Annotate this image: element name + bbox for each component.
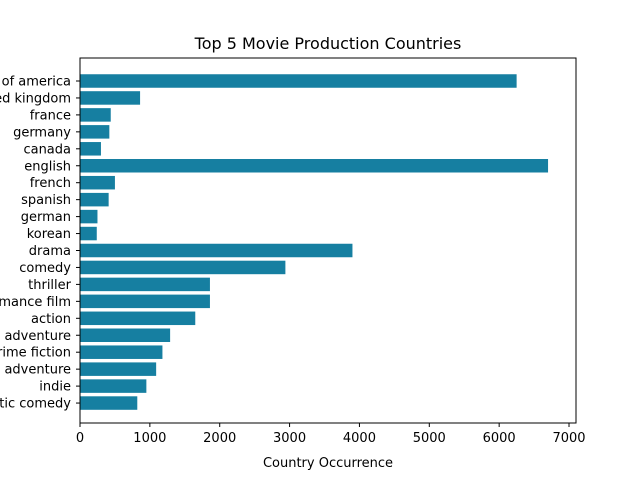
bar xyxy=(80,74,517,88)
y-tick-label: germany xyxy=(13,125,71,140)
bar xyxy=(80,396,138,410)
x-tick-label: 4000 xyxy=(343,431,376,446)
x-tick-label: 3000 xyxy=(273,431,306,446)
y-tick-label: thriller xyxy=(28,278,72,293)
y-tick-label: adventure xyxy=(4,329,71,344)
y-tick-label: france xyxy=(30,108,71,123)
bar xyxy=(80,91,141,105)
x-axis: 0 1000 2000 3000 4000 5000 6000 7000 xyxy=(76,423,586,446)
y-tick-label: indie xyxy=(39,380,71,395)
bar xyxy=(80,226,97,241)
x-tick-label: 1000 xyxy=(133,431,166,446)
y-tick-label: drama xyxy=(29,244,71,259)
bar xyxy=(80,328,171,342)
bar xyxy=(80,362,157,376)
bar xyxy=(80,294,210,309)
bar xyxy=(80,209,98,224)
y-tick-label: canada xyxy=(23,142,71,157)
bar xyxy=(80,260,286,275)
bar xyxy=(80,108,111,122)
bar xyxy=(80,243,353,258)
y-tick-label: crime fiction xyxy=(0,346,71,361)
bar xyxy=(80,142,101,156)
x-axis-label: Country Occurrence xyxy=(263,456,393,471)
bar xyxy=(80,159,549,173)
bar xyxy=(80,175,115,190)
bar xyxy=(80,379,147,393)
y-tick-label: korean xyxy=(27,227,71,242)
bar xyxy=(80,125,110,139)
bar xyxy=(80,192,109,207)
bar xyxy=(80,277,210,292)
y-tick-label: action xyxy=(31,312,71,327)
y-axis: united states of americaunited kingdom fr… xyxy=(0,75,80,412)
y-tick-label: romantic comedy xyxy=(0,397,71,412)
y-tick-label: german xyxy=(21,210,71,225)
y-tick-label: united kingdom xyxy=(0,91,71,106)
bars-group xyxy=(80,74,549,410)
y-tick-label: romance film xyxy=(0,295,71,310)
x-tick-label: 6000 xyxy=(483,431,516,446)
plot-frame xyxy=(79,57,577,424)
bar xyxy=(80,345,163,359)
y-tick-label: adventure xyxy=(4,363,71,378)
y-tick-label: comedy xyxy=(19,261,71,276)
y-tick-label: english xyxy=(24,159,71,174)
chart-title: Top 5 Movie Production Countries xyxy=(194,34,462,53)
y-tick-label: united states of america xyxy=(0,75,71,90)
x-tick-label: 5000 xyxy=(413,431,446,446)
x-tick-label: 0 xyxy=(76,431,84,446)
x-tick-label: 7000 xyxy=(552,431,585,446)
bar xyxy=(80,311,196,326)
y-tick-label: french xyxy=(30,176,71,191)
x-tick-label: 2000 xyxy=(203,431,236,446)
y-tick-label: spanish xyxy=(21,193,71,208)
